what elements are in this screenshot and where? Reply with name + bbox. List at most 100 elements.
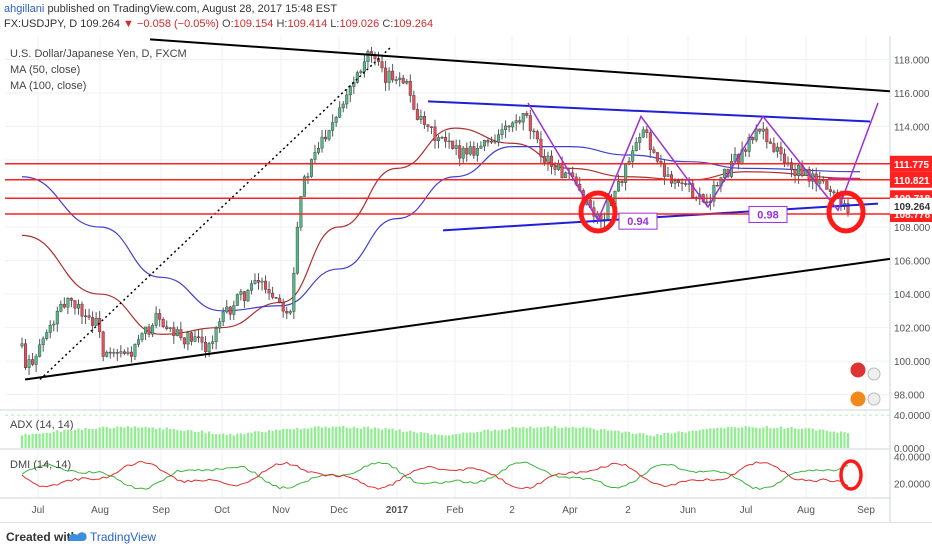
candle-body-145 bbox=[532, 130, 536, 133]
ma100-line bbox=[21, 145, 861, 312]
candle-body-90 bbox=[338, 107, 342, 118]
legend-ma100[interactable]: MA (100, close) bbox=[10, 80, 87, 92]
time-tick-7: Feb bbox=[446, 505, 464, 516]
candle-body-7 bbox=[45, 332, 49, 339]
candle-body-54 bbox=[211, 341, 215, 344]
candle-body-211 bbox=[765, 128, 769, 143]
candle-body-38 bbox=[154, 313, 158, 326]
price-tick-8: 102.000 bbox=[894, 324, 931, 335]
candle-body-10 bbox=[55, 311, 59, 325]
candle-body-125 bbox=[461, 147, 465, 159]
level-label-0: 111.775 bbox=[894, 160, 929, 171]
candle-body-25 bbox=[108, 351, 112, 354]
candle-body-92 bbox=[345, 94, 349, 105]
candle-body-47 bbox=[186, 332, 190, 345]
candle-body-21 bbox=[94, 318, 98, 326]
candle-body-24 bbox=[105, 351, 109, 357]
candle-body-29 bbox=[122, 351, 126, 354]
annotation-box-0 bbox=[618, 212, 658, 230]
legend-adx[interactable]: ADX (14, 14) bbox=[10, 419, 74, 431]
time-tick-10: 2 bbox=[625, 505, 631, 516]
candle-body-70 bbox=[267, 289, 271, 294]
legend-ma50[interactable]: MA (50, close) bbox=[10, 64, 81, 76]
down-arrow-icon: ▼ bbox=[123, 18, 134, 30]
candle-body-66 bbox=[253, 280, 257, 284]
candle-body-230 bbox=[832, 191, 836, 194]
time-tick-5: Dec bbox=[330, 505, 348, 516]
candle-body-11 bbox=[59, 303, 63, 312]
candle-body-51 bbox=[200, 336, 204, 343]
legend-dmi[interactable]: DMI (14, 14) bbox=[10, 459, 72, 471]
author-link[interactable]: ahgillani bbox=[4, 3, 45, 15]
candle-body-42 bbox=[168, 327, 172, 329]
time-tick-12: Jul bbox=[740, 505, 753, 516]
level-label-3: 108.778 bbox=[894, 210, 931, 221]
candle-body-43 bbox=[172, 327, 176, 336]
candle-body-27 bbox=[115, 352, 119, 354]
price-tick-9: 100.000 bbox=[894, 357, 931, 368]
candle-body-175 bbox=[638, 137, 642, 143]
candle-body-213 bbox=[772, 143, 776, 152]
current-price-label: 109.264 bbox=[894, 202, 931, 213]
candle-body-98 bbox=[366, 51, 370, 62]
candle-body-45 bbox=[179, 329, 183, 338]
candle-body-166 bbox=[606, 198, 610, 220]
event-count-icon bbox=[867, 367, 881, 381]
candle-body-147 bbox=[539, 138, 543, 157]
highlight-circle-0 bbox=[578, 190, 618, 234]
candle-body-215 bbox=[779, 146, 783, 155]
candle-body-110 bbox=[408, 81, 412, 96]
time-axis[interactable]: Jul Aug Sep Oct Nov Dec 2017 Feb 2 Apr 2 Jun Jul Aug S… bbox=[32, 505, 876, 516]
candle-body-41 bbox=[165, 326, 169, 329]
candle-body-130 bbox=[479, 145, 483, 149]
publish-line: ahgillani published on TradingView.com, … bbox=[4, 3, 337, 15]
pattern-zigzag bbox=[527, 102, 879, 222]
candle-body-207 bbox=[751, 136, 755, 141]
candle-body-140 bbox=[514, 120, 518, 124]
candle-body-117 bbox=[433, 126, 437, 141]
candle-body-22 bbox=[98, 318, 102, 333]
candle-body-108 bbox=[401, 77, 405, 84]
time-tick-4: Nov bbox=[272, 505, 290, 516]
high-label: H: bbox=[276, 18, 288, 30]
candle-body-69 bbox=[264, 280, 268, 290]
candle-body-36 bbox=[147, 326, 151, 335]
symbol-name[interactable]: FX:USDJPY, D bbox=[4, 18, 78, 30]
candle-body-136 bbox=[500, 129, 504, 135]
time-tick-9: Apr bbox=[562, 505, 578, 516]
candle-body-35 bbox=[144, 326, 148, 334]
candle-body-176 bbox=[641, 129, 645, 138]
upper-trendline bbox=[149, 38, 891, 93]
candle-body-32 bbox=[133, 344, 137, 357]
tradingview-brand[interactable]: TradingView bbox=[90, 530, 157, 544]
price-tick-5: 108.000 bbox=[894, 223, 931, 234]
candle-body-105 bbox=[391, 70, 395, 81]
high-value: 109.414 bbox=[287, 18, 328, 30]
candle-body-120 bbox=[444, 137, 448, 142]
dmi-tick-0: 40.0000 bbox=[894, 453, 931, 464]
candle-body-115 bbox=[426, 124, 430, 127]
tradingview-logo-icon[interactable] bbox=[66, 528, 88, 544]
candle-body-123 bbox=[454, 145, 458, 149]
candle-body-106 bbox=[394, 79, 398, 81]
price-change: −0.058 (−0.05%) bbox=[137, 18, 219, 30]
time-tick-3: Oct bbox=[214, 505, 230, 516]
candle-body-4 bbox=[34, 356, 38, 365]
candle-body-173 bbox=[631, 150, 635, 162]
price-axis[interactable]: 118.000116.000114.000112.000110.000108.0… bbox=[890, 55, 932, 402]
candle-body-103 bbox=[384, 67, 388, 83]
candle-body-102 bbox=[380, 61, 384, 69]
time-tick-13: Aug bbox=[797, 505, 815, 516]
candle-body-183 bbox=[666, 174, 670, 177]
candle-body-85 bbox=[320, 136, 324, 149]
candle-body-89 bbox=[334, 116, 338, 123]
candle-body-206 bbox=[747, 136, 751, 152]
level-label-1-bg bbox=[890, 171, 932, 188]
candle-body-151 bbox=[553, 166, 557, 170]
candle-body-234 bbox=[846, 203, 850, 213]
candle-body-86 bbox=[324, 136, 328, 140]
candle-body-39 bbox=[158, 313, 162, 320]
candle-body-93 bbox=[348, 86, 352, 96]
dmi-plus-line bbox=[21, 461, 849, 491]
